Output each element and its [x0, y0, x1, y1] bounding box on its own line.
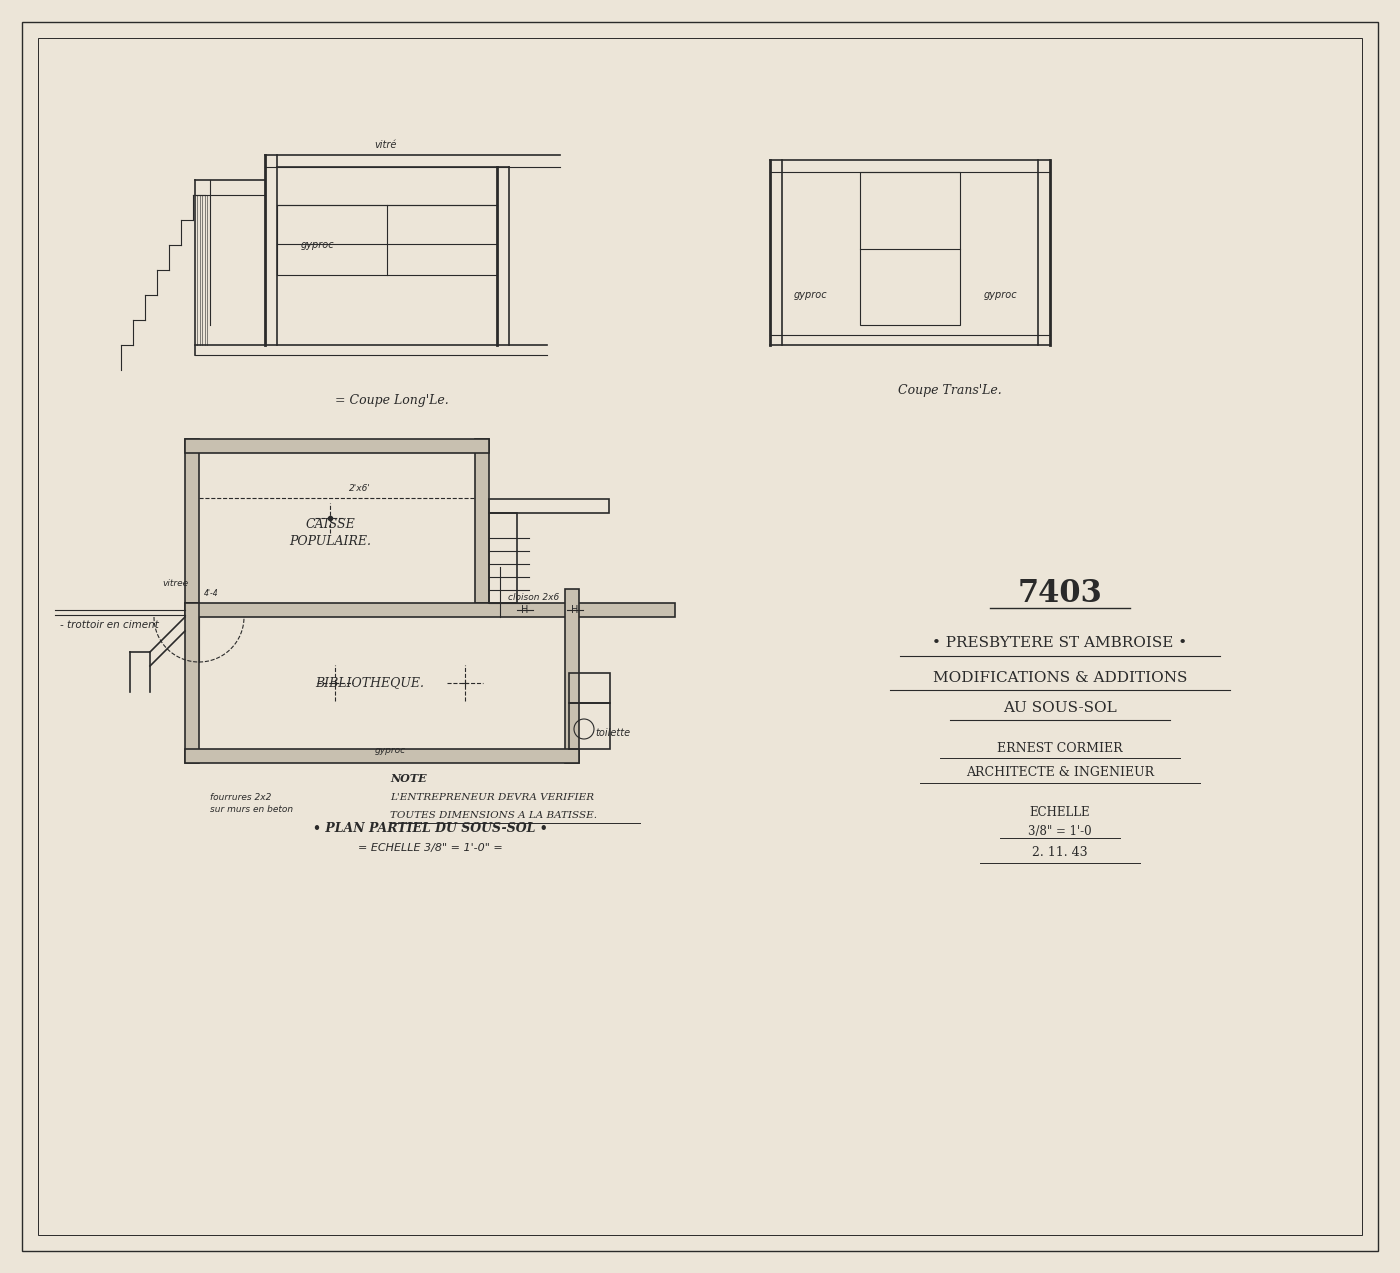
- Text: 2. 11. 43: 2. 11. 43: [1032, 847, 1088, 859]
- Text: • PRESBYTERE ST AMBROISE •: • PRESBYTERE ST AMBROISE •: [932, 636, 1187, 651]
- Text: 4'-4: 4'-4: [204, 589, 218, 598]
- Text: gyproc: gyproc: [794, 290, 827, 300]
- Text: 2'x6': 2'x6': [349, 484, 371, 493]
- Bar: [185, 439, 199, 603]
- Text: • PLAN PARTIEL DU SOUS-SOL •: • PLAN PARTIEL DU SOUS-SOL •: [312, 821, 547, 835]
- Text: TOUTES DIMENSIONS A LA BATISSE.: TOUTES DIMENSIONS A LA BATISSE.: [391, 811, 596, 820]
- Text: CAISSE
POPULAIRE.: CAISSE POPULAIRE.: [288, 518, 371, 547]
- Text: AU SOUS-SOL: AU SOUS-SOL: [1004, 701, 1117, 715]
- Text: fourrures 2x2
sur murs en beton: fourrures 2x2 sur murs en beton: [210, 793, 293, 815]
- Text: ARCHITECTE & INGENIEUR: ARCHITECTE & INGENIEUR: [966, 766, 1154, 779]
- Bar: [185, 603, 199, 763]
- Bar: [860, 172, 960, 325]
- Text: cloison 2x6: cloison 2x6: [508, 592, 559, 602]
- Text: 3/8" = 1'-0: 3/8" = 1'-0: [1028, 825, 1092, 838]
- Text: Coupe Trans'Le.: Coupe Trans'Le.: [899, 383, 1002, 396]
- Text: H: H: [571, 605, 578, 615]
- Bar: [489, 499, 609, 513]
- Text: NOTE: NOTE: [391, 773, 427, 783]
- Text: ERNEST CORMIER: ERNEST CORMIER: [997, 741, 1123, 755]
- Text: vitré: vitré: [374, 140, 396, 150]
- Text: = ECHELLE 3/8" = 1'-0" =: = ECHELLE 3/8" = 1'-0" =: [357, 843, 503, 853]
- Text: = Coupe Long'Le.: = Coupe Long'Le.: [335, 393, 449, 406]
- Bar: [475, 439, 489, 603]
- Text: H: H: [521, 605, 529, 615]
- Bar: [185, 749, 580, 763]
- Bar: [568, 673, 610, 703]
- Text: BIBLIOTHEQUE.: BIBLIOTHEQUE.: [315, 676, 424, 690]
- Text: toilette: toilette: [595, 728, 630, 738]
- Text: L'ENTREPRENEUR DEVRA VERIFIER: L'ENTREPRENEUR DEVRA VERIFIER: [391, 793, 594, 802]
- Text: gyproc: gyproc: [300, 241, 333, 250]
- Text: MODIFICATIONS & ADDITIONS: MODIFICATIONS & ADDITIONS: [932, 671, 1187, 685]
- Text: - trottoir en ciment: - trottoir en ciment: [60, 620, 158, 630]
- Bar: [568, 703, 610, 749]
- Bar: [185, 439, 489, 453]
- Text: ECHELLE: ECHELLE: [1029, 807, 1091, 820]
- Bar: [185, 603, 675, 617]
- Bar: [566, 589, 580, 763]
- Bar: [489, 513, 517, 603]
- Bar: [277, 205, 497, 275]
- Text: gyproc: gyproc: [983, 290, 1016, 300]
- Text: 7403: 7403: [1018, 578, 1102, 608]
- Text: gyproc: gyproc: [374, 746, 406, 755]
- Text: vitree: vitree: [162, 578, 188, 588]
